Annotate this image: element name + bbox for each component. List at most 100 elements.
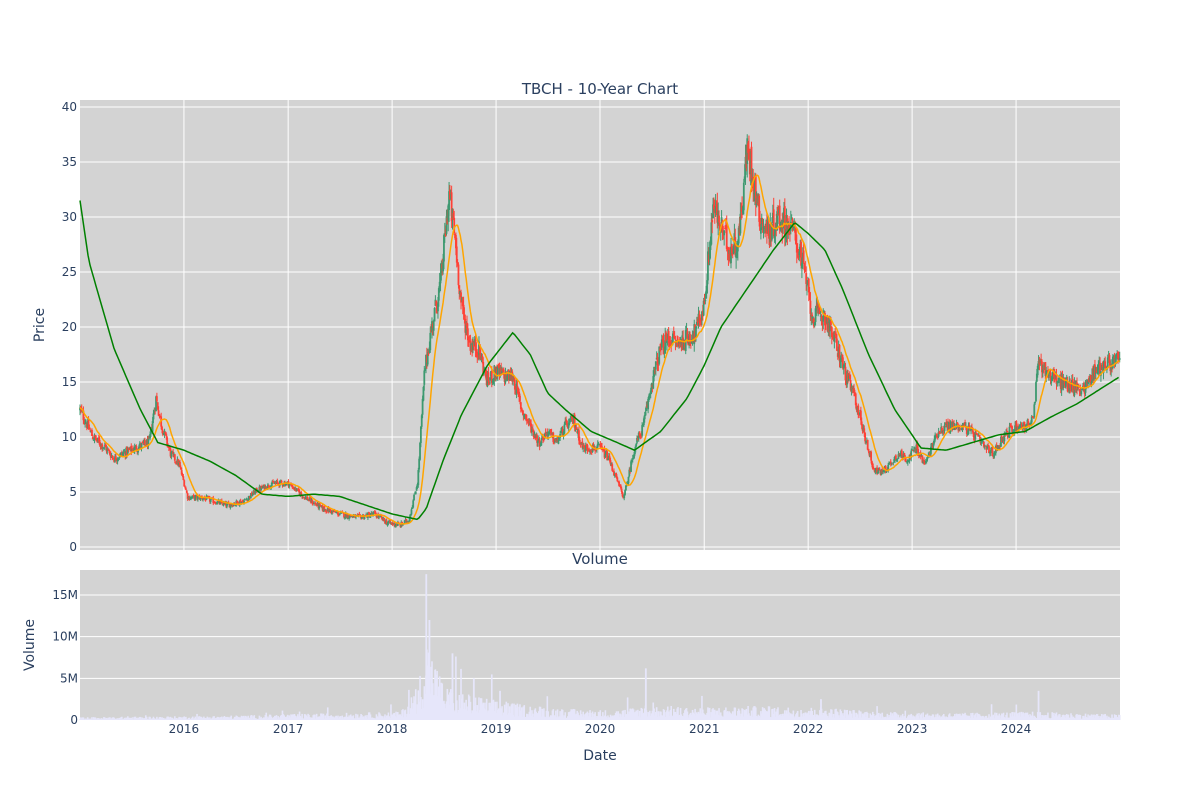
volume-bar xyxy=(980,716,983,720)
volume-bar xyxy=(910,713,913,720)
volume-bar xyxy=(669,709,672,720)
volume-bar xyxy=(440,682,443,720)
candle-body xyxy=(475,348,478,352)
candle-body xyxy=(326,511,328,513)
price-y-tick-label: 35 xyxy=(62,155,77,169)
volume-bar xyxy=(1058,714,1060,720)
volume-bar xyxy=(226,717,228,720)
volume-bar xyxy=(1050,717,1053,720)
volume-bar xyxy=(893,712,895,720)
candle-body xyxy=(422,386,425,401)
candle-body xyxy=(1095,369,1098,373)
volume-bar xyxy=(927,716,930,720)
candle-body xyxy=(1089,375,1092,384)
volume-bar xyxy=(168,717,170,720)
volume-bar xyxy=(952,716,954,720)
volume-bar xyxy=(464,709,467,720)
candle-body xyxy=(94,434,97,439)
volume-bar xyxy=(745,708,748,720)
volume-bar xyxy=(743,716,745,720)
volume-bar xyxy=(785,710,788,720)
volume-bar xyxy=(494,701,497,720)
candle-body xyxy=(834,333,837,335)
candle-body xyxy=(226,503,228,507)
candle-body xyxy=(721,220,724,233)
volume-bar xyxy=(658,716,661,720)
volume-bar xyxy=(690,714,693,720)
volume-bar xyxy=(1097,715,1100,720)
volume-bar xyxy=(766,711,769,720)
volume-bar xyxy=(115,718,117,720)
volume-bar xyxy=(784,713,787,720)
volume-bar xyxy=(225,716,227,720)
candle-body xyxy=(254,490,257,494)
candle-body xyxy=(662,340,665,355)
volume-bar xyxy=(334,716,337,720)
candle-body xyxy=(831,336,834,339)
candle-body xyxy=(237,501,239,506)
volume-bar xyxy=(657,711,660,720)
candle-body xyxy=(157,410,160,416)
volume-bar xyxy=(207,717,209,720)
volume-bar xyxy=(907,714,910,720)
volume-bar xyxy=(140,718,143,720)
candle-body xyxy=(1035,373,1038,382)
volume-bar xyxy=(191,716,194,720)
candle-body xyxy=(155,396,158,402)
volume-bar xyxy=(197,716,200,720)
volume-bar xyxy=(271,718,274,720)
volume-bar xyxy=(1018,712,1020,720)
volume-bar xyxy=(683,713,685,720)
volume-bar xyxy=(1098,717,1101,720)
candle-body xyxy=(315,504,318,506)
volume-bar xyxy=(354,718,356,720)
volume-bar xyxy=(553,715,555,720)
volume-bar xyxy=(748,713,750,720)
volume-bar xyxy=(825,714,828,720)
candle-body xyxy=(705,290,708,299)
candle-body xyxy=(1034,401,1037,404)
candle-body xyxy=(348,517,351,519)
candle-body xyxy=(180,470,183,475)
volume-bar xyxy=(187,717,190,720)
candle-body xyxy=(690,339,693,344)
volume-bar xyxy=(1079,715,1082,720)
candle-body xyxy=(706,280,708,294)
volume-bar xyxy=(1068,717,1071,720)
volume-bar xyxy=(990,704,993,720)
volume-bar xyxy=(784,710,786,720)
candle-body xyxy=(758,195,761,222)
volume-bar xyxy=(555,710,557,720)
volume-bar xyxy=(195,718,197,720)
volume-bar xyxy=(721,716,724,720)
candle-body xyxy=(530,423,532,433)
volume-bar xyxy=(608,717,611,720)
candle-body xyxy=(1006,432,1009,438)
volume-bar xyxy=(537,713,539,720)
volume-bar xyxy=(203,716,205,720)
volume-bar xyxy=(675,714,678,720)
volume-bar xyxy=(570,709,573,720)
candle-body xyxy=(137,449,139,453)
candle-body xyxy=(412,500,415,508)
volume-bar xyxy=(961,713,964,720)
volume-bar xyxy=(135,717,138,720)
candle-body xyxy=(519,395,521,402)
volume-bar xyxy=(759,717,761,720)
candle-body xyxy=(724,228,726,229)
volume-bar xyxy=(786,713,789,720)
volume-bar xyxy=(989,716,992,720)
volume-bar xyxy=(79,719,81,720)
volume-bar xyxy=(960,715,963,720)
volume-bar xyxy=(716,710,719,720)
volume-bar xyxy=(287,718,290,720)
volume-bar xyxy=(760,711,762,720)
volume-bar xyxy=(755,716,758,720)
candlestick-series xyxy=(79,134,1121,528)
candle-body xyxy=(379,515,382,517)
candle-body xyxy=(429,332,432,351)
candle-body xyxy=(1044,362,1047,376)
volume-bar xyxy=(227,717,230,720)
candle-body xyxy=(884,465,887,471)
volume-bar xyxy=(956,714,959,720)
